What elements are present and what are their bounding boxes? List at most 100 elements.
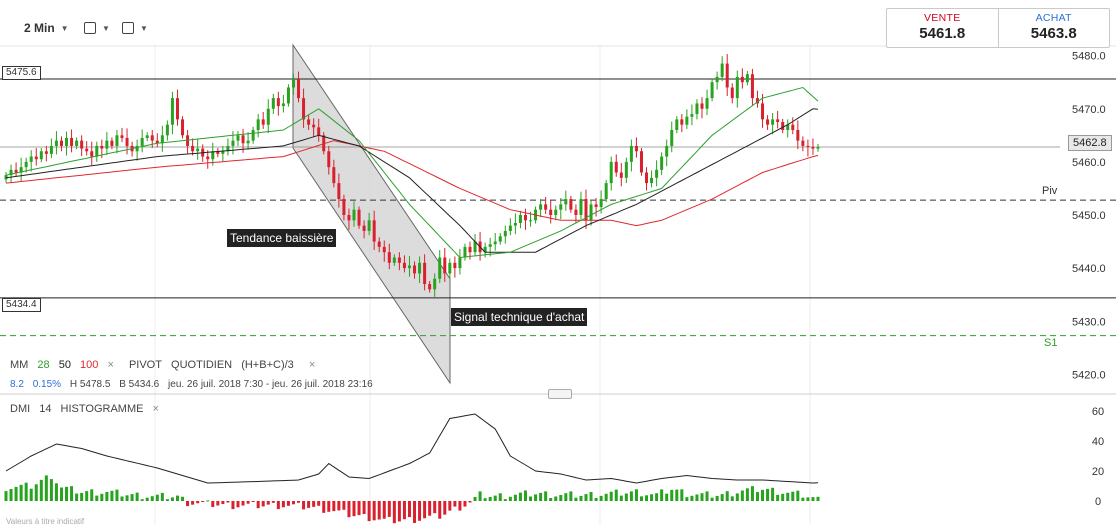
candle-body (448, 262, 452, 274)
dmi-tick-label: 60 (1092, 406, 1104, 418)
histogram-bar (155, 494, 159, 501)
histogram-bar (175, 495, 179, 501)
histogram-bar (574, 497, 578, 501)
dmi-tick-label: 40 (1092, 436, 1104, 448)
histogram-bar (529, 496, 533, 501)
pane-resize-handle[interactable] (548, 389, 572, 399)
candle-body (730, 87, 734, 99)
candle-body (100, 145, 104, 149)
candle-body (407, 265, 411, 269)
histogram-bar (332, 501, 336, 512)
histogram-bar (196, 501, 200, 504)
histogram-bar (508, 496, 512, 501)
histogram-bar (49, 479, 53, 501)
histogram-bar (377, 501, 381, 520)
buy-button[interactable]: ACHAT 5463.8 (997, 9, 1110, 47)
chart-type-selector[interactable]: ▼ (84, 14, 110, 42)
histogram-bar (518, 492, 522, 501)
histogram-bar (483, 498, 487, 501)
histogram-bar (302, 501, 306, 510)
candle-body (251, 130, 255, 141)
candle-body (276, 98, 280, 107)
histogram-bar (463, 501, 467, 507)
dmi-type: HISTOGRAMME (60, 403, 144, 415)
candle-body (125, 137, 129, 146)
histogram-bar (276, 501, 280, 510)
pivot-label: Piv (1042, 185, 1058, 197)
candle-body (367, 220, 371, 231)
candle-body (518, 215, 522, 223)
candle-body (95, 145, 99, 157)
histogram-bar (130, 494, 134, 501)
candle-body (619, 172, 623, 178)
histogram-bar (357, 501, 361, 516)
candle-body (206, 156, 210, 160)
ma-name: MM (10, 359, 29, 371)
remove-dmi-button[interactable]: × (152, 403, 159, 415)
histogram-bar (488, 496, 492, 501)
histogram-bar (670, 489, 674, 501)
histogram-bar (771, 487, 775, 501)
candle-body (564, 199, 568, 205)
interval-selector[interactable]: 2 Min ▼ (24, 14, 69, 42)
candle-body (735, 76, 739, 99)
candle-body (796, 130, 800, 141)
histogram-bar (352, 501, 356, 517)
histogram-bar (115, 489, 119, 501)
histogram-bar (70, 486, 74, 501)
chevron-down-icon: ▼ (140, 23, 148, 33)
disclaimer-text: Valeurs à titre indicatif (6, 517, 85, 526)
histogram-bar (160, 492, 164, 501)
price-tick-label: 5480.0 (1072, 51, 1106, 63)
indicators-selector[interactable]: ▼ (122, 14, 148, 42)
candle-body (584, 199, 588, 221)
histogram-bar (639, 496, 643, 501)
candle-body (34, 156, 38, 160)
candle-body (9, 169, 13, 176)
histogram-bar (660, 489, 664, 501)
histogram-bar (715, 495, 719, 501)
histogram-bar (105, 492, 109, 501)
candle-body (589, 204, 593, 221)
trend-annotation: Tendance baissière (227, 229, 337, 247)
candle-body (771, 119, 775, 125)
candle-body (579, 199, 583, 215)
histogram-bar (261, 501, 265, 507)
histogram-bar (740, 490, 744, 501)
remove-ma-button[interactable]: × (107, 359, 114, 371)
histogram-bar (730, 496, 734, 501)
histogram-bar (342, 501, 346, 510)
sell-button[interactable]: VENTE 5461.8 (887, 9, 998, 47)
histogram-bar (599, 495, 603, 501)
candle-body (372, 220, 376, 242)
candle-body (281, 103, 285, 107)
candle-body (14, 169, 18, 173)
candle-body (786, 124, 790, 130)
candle-body (387, 252, 391, 263)
candle-body (665, 145, 669, 157)
candle-body (241, 135, 245, 144)
pivot-formula: (H+B+C)/3 (241, 359, 294, 371)
histogram-bar (523, 490, 527, 501)
histogram-bar (59, 487, 63, 501)
candle-body (352, 209, 356, 221)
candle-body (145, 135, 149, 138)
ma100-period: 100 (80, 359, 99, 371)
candle-body (261, 119, 265, 125)
remove-pivot-button[interactable]: × (308, 359, 316, 371)
histogram-bar (624, 493, 628, 501)
candle-body (639, 151, 643, 173)
ma28-line (5, 86, 819, 259)
candle-body (291, 79, 295, 88)
candle-body (705, 98, 709, 109)
candle-body (745, 74, 749, 83)
candle-body (791, 124, 795, 130)
candle-body (317, 127, 321, 136)
histogram-bar (312, 501, 316, 507)
histogram-bar (534, 494, 538, 501)
histogram-bar (735, 493, 739, 501)
histogram-bar (513, 494, 517, 501)
histogram-bar (473, 496, 477, 501)
chevron-down-icon: ▼ (60, 23, 69, 33)
